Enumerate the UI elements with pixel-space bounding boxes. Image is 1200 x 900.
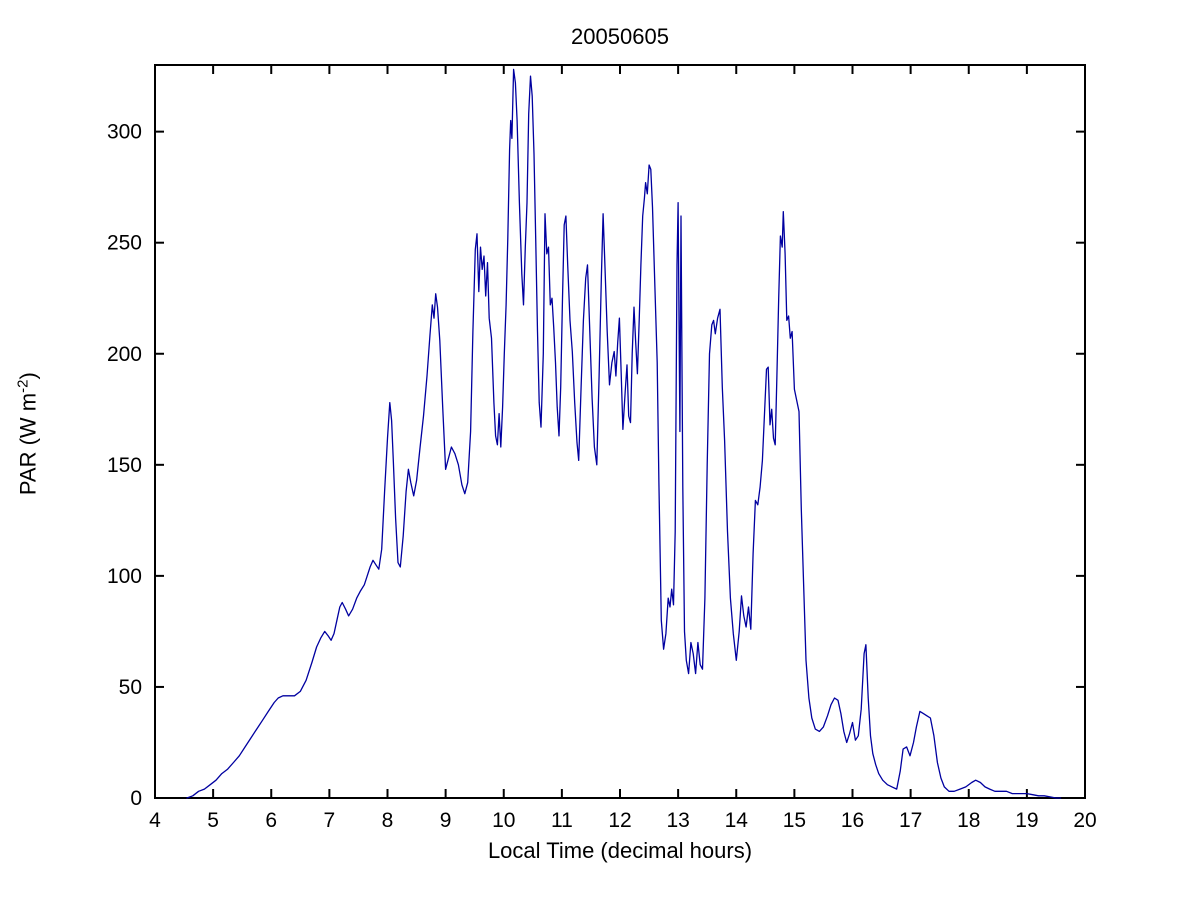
- x-tick-label: 19: [1015, 809, 1038, 832]
- x-tick-label: 14: [725, 809, 749, 832]
- y-axis-label-exponent: -2: [14, 379, 32, 393]
- x-tick-label: 4: [149, 809, 161, 832]
- y-axis-label-close: ): [15, 372, 41, 380]
- x-tick-label: 17: [899, 809, 922, 832]
- y-axis-label-base: PAR (W m: [15, 392, 41, 496]
- y-tick-label: 200: [107, 343, 142, 366]
- y-tick-label: 0: [130, 787, 142, 810]
- x-tick-label: 20: [1073, 809, 1096, 832]
- x-tick-label: 8: [382, 809, 394, 832]
- y-tick-label: 50: [119, 676, 142, 699]
- x-tick-label: 5: [207, 809, 219, 832]
- x-tick-label: 11: [551, 809, 573, 832]
- x-tick-label: 16: [841, 809, 864, 832]
- axes-box: [154, 64, 1086, 799]
- y-tick-label: 150: [107, 454, 142, 477]
- x-tick-label: 18: [957, 809, 980, 832]
- x-tick-label: 13: [666, 809, 689, 832]
- x-tick-label: 6: [265, 809, 277, 832]
- x-axis-label: Local Time (decimal hours): [487, 838, 753, 863]
- y-tick-label: 250: [107, 232, 142, 255]
- chart-title: 20050605: [571, 24, 669, 49]
- x-tick-label: 10: [492, 809, 515, 832]
- par-series-line: [186, 68, 1062, 799]
- x-tick-label: 9: [440, 809, 452, 832]
- x-tick-label: 15: [783, 809, 806, 832]
- y-axis-label: PAR (W m-2): [14, 254, 41, 614]
- y-tick-label: 300: [107, 121, 142, 144]
- x-tick-label: 12: [608, 809, 631, 832]
- x-tick-label: 7: [324, 809, 336, 832]
- y-tick-label: 100: [107, 565, 142, 588]
